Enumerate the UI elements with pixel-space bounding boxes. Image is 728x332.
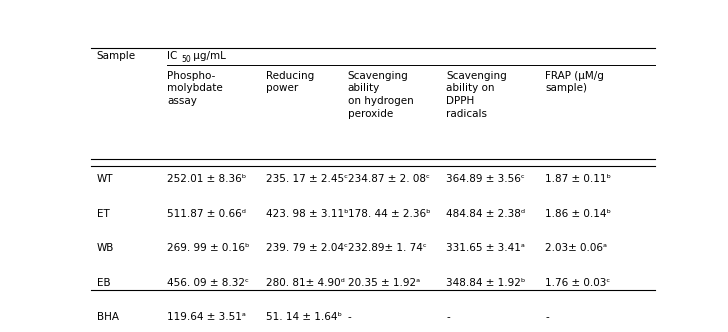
Text: WB: WB <box>97 243 114 253</box>
Text: 1.76 ± 0.03ᶜ: 1.76 ± 0.03ᶜ <box>545 278 611 288</box>
Text: 232.89± 1. 74ᶜ: 232.89± 1. 74ᶜ <box>348 243 427 253</box>
Text: 348.84 ± 1.92ᵇ: 348.84 ± 1.92ᵇ <box>446 278 526 288</box>
Text: WT: WT <box>97 174 113 184</box>
Text: BHA: BHA <box>97 312 119 322</box>
Text: 235. 17 ± 2.45ᶜ: 235. 17 ± 2.45ᶜ <box>266 174 348 184</box>
Text: IC: IC <box>167 51 178 61</box>
Text: 331.65 ± 3.41ᵃ: 331.65 ± 3.41ᵃ <box>446 243 526 253</box>
Text: -: - <box>446 312 450 322</box>
Text: 2.03± 0.06ᵃ: 2.03± 0.06ᵃ <box>545 243 607 253</box>
Text: 252.01 ± 8.36ᵇ: 252.01 ± 8.36ᵇ <box>167 174 246 184</box>
Text: -: - <box>348 312 352 322</box>
Text: 20.35 ± 1.92ᵃ: 20.35 ± 1.92ᵃ <box>348 278 420 288</box>
Text: 178. 44 ± 2.36ᵇ: 178. 44 ± 2.36ᵇ <box>348 208 430 218</box>
Text: 269. 99 ± 0.16ᵇ: 269. 99 ± 0.16ᵇ <box>167 243 250 253</box>
Text: 280. 81± 4.90ᵈ: 280. 81± 4.90ᵈ <box>266 278 345 288</box>
Text: Sample: Sample <box>97 51 135 61</box>
Text: 1.86 ± 0.14ᵇ: 1.86 ± 0.14ᵇ <box>545 208 612 218</box>
Text: Scavenging
ability on
DPPH
radicals: Scavenging ability on DPPH radicals <box>446 70 507 119</box>
Text: EB: EB <box>97 278 110 288</box>
Text: 1.87 ± 0.11ᵇ: 1.87 ± 0.11ᵇ <box>545 174 612 184</box>
Text: 364.89 ± 3.56ᶜ: 364.89 ± 3.56ᶜ <box>446 174 525 184</box>
Text: 239. 79 ± 2.04ᶜ: 239. 79 ± 2.04ᶜ <box>266 243 348 253</box>
Text: 423. 98 ± 3.11ᵇ: 423. 98 ± 3.11ᵇ <box>266 208 349 218</box>
Text: -: - <box>545 312 549 322</box>
Text: 51. 14 ± 1.64ᵇ: 51. 14 ± 1.64ᵇ <box>266 312 342 322</box>
Text: 234.87 ± 2. 08ᶜ: 234.87 ± 2. 08ᶜ <box>348 174 430 184</box>
Text: FRAP (μM/g
sample): FRAP (μM/g sample) <box>545 70 604 93</box>
Text: 484.84 ± 2.38ᵈ: 484.84 ± 2.38ᵈ <box>446 208 526 218</box>
Text: μg/mL: μg/mL <box>190 51 226 61</box>
Text: 119.64 ± 3.51ᵃ: 119.64 ± 3.51ᵃ <box>167 312 246 322</box>
Text: ET: ET <box>97 208 109 218</box>
Text: 456. 09 ± 8.32ᶜ: 456. 09 ± 8.32ᶜ <box>167 278 249 288</box>
Text: 511.87 ± 0.66ᵈ: 511.87 ± 0.66ᵈ <box>167 208 246 218</box>
Text: Reducing
power: Reducing power <box>266 70 314 93</box>
Text: 50: 50 <box>181 55 191 64</box>
Text: Phospho-
molybdate
assay: Phospho- molybdate assay <box>167 70 223 106</box>
Text: Scavenging
ability
on hydrogen
peroxide: Scavenging ability on hydrogen peroxide <box>348 70 414 119</box>
